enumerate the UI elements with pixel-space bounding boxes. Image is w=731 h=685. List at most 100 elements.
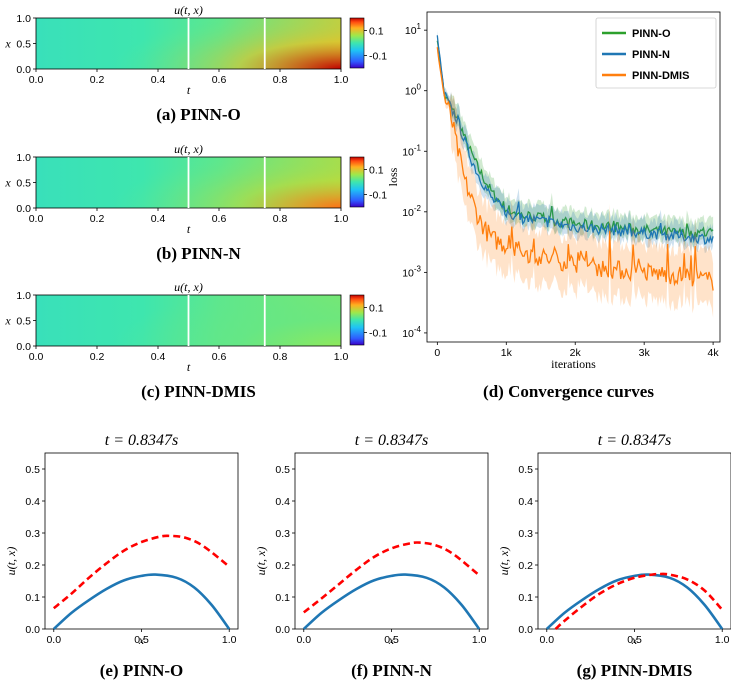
x-tick-label: 0.2 [90,213,105,225]
heatmap-panel-c: 0.0 0.2 0.4 0.6 0.8 1.0 0.0 0.5 1.0 u(t, x) t x 0.1 -… [4,280,387,401]
x-tick-label: 0.6 [212,351,227,363]
x-tick-label: 0.0 [296,634,311,646]
y-tick-label: 0.3 [518,528,533,540]
y-tick-label: 0.5 [275,464,290,476]
y-tick-label: 0.3 [275,528,290,540]
panel-caption: (e) PINN-O [100,661,184,680]
x-tick-label: 1.0 [334,213,349,225]
x-tick-label: 0.0 [46,634,61,646]
y-tick-label: 1.0 [16,152,31,164]
x-tick-label: 0.4 [151,213,166,225]
x-tick-label: 0.0 [29,351,44,363]
y-tick-label: 10-1 [402,143,421,158]
y-tick-label: 101 [405,22,422,37]
x-tick-label: 0.8 [273,351,288,363]
series-line-PINN-DMIS [436,47,714,291]
y-tick-label: 10-3 [402,264,421,279]
colorbar-tick-label: -0.1 [369,190,387,202]
x-tick-label: 0.4 [151,74,166,86]
y-tick-label: 0.2 [275,560,290,572]
y-tick-label: 0.0 [16,341,31,353]
heatmap-title: u(t, x) [174,142,203,156]
x-tick-label: 1k [501,347,513,359]
heatmap-title: u(t, x) [174,280,203,294]
x-tick-label: 3k [639,347,651,359]
series-prediction [52,534,231,610]
panel-title: t = 0.8347s [598,432,671,449]
y-tick-label: 0.1 [25,592,40,604]
series-exact [545,573,724,630]
series-line-PINN-O [436,40,714,240]
x-tick-label: 0.8 [273,213,288,225]
x-tick-label: 0.6 [212,74,227,86]
y-tick-label: 0.2 [25,560,40,572]
panel-caption: (c) PINN-DMIS [141,382,256,401]
series-prediction [302,541,481,614]
y-axis-label: x [4,37,11,51]
colorbar-tick-label: 0.1 [369,303,384,315]
panel-caption: (b) PINN-N [156,244,241,263]
y-tick-label: 0.0 [275,624,290,636]
y-axis-label: u(t, x) [497,547,511,576]
heatmap-panel-a: 0.0 0.2 0.4 0.6 0.8 1.0 0.0 0.5 1.0 u(t, x) t x 0.1 -… [4,3,387,124]
colorbar [349,156,365,208]
colorbar-tick-label: -0.1 [369,328,387,340]
legend-label: PINN-O [632,28,671,40]
y-tick-label: 10-4 [402,325,421,340]
y-tick-label: 1.0 [16,290,31,302]
y-axis-label: u(t, x) [4,547,18,576]
x-tick-label: 0.2 [90,74,105,86]
y-tick-label: 0.0 [25,624,40,636]
x-tick-label: 0.6 [212,213,227,225]
panel-title: t = 0.8347s [355,432,428,449]
x-axis-label: x [631,633,638,647]
x-tick-label: 0.5 [384,634,399,646]
panel-caption: (a) PINN-O [156,105,241,124]
y-axis-label: x [4,176,11,190]
colorbar-tick-label: -0.1 [369,51,387,63]
panel-caption: (f) PINN-N [351,661,432,680]
x-tick-label: 1.0 [222,634,237,646]
x-axis-label: t [187,83,191,97]
colorbar-tick-label: 0.1 [369,26,384,38]
series-exact [302,573,481,630]
x-tick-label: 1.0 [715,634,730,646]
series-exact [52,573,231,630]
y-tick-label: 0.5 [25,464,40,476]
x-tick-label: 2k [570,347,582,359]
panel-caption: (g) PINN-DMIS [577,661,693,680]
y-tick-label: 0.5 [16,178,31,190]
line-panel-f: 0.0 0.5 1.0 0.0 0.1 0.2 0.3 0.4 0.5 t = 0.8347s x u… [254,432,489,680]
x-tick-label: 0.2 [90,351,105,363]
x-tick-label: 0.0 [29,74,44,86]
x-tick-label: 1.0 [334,351,349,363]
y-axis-label: loss [386,167,400,186]
convergence-panel: 0 1k 2k 3k 4k 101 100 10-1 10-2 10-3 10-4 iteration… [386,11,721,401]
x-axis-label: x [138,633,145,647]
line-panel-e: 0.0 0.5 1.0 0.0 0.1 0.2 0.3 0.4 0.5 t = 0.8347s x u… [4,432,239,680]
x-tick-label: 1.0 [472,634,487,646]
y-tick-label: 0.0 [518,624,533,636]
y-tick-label: 100 [405,83,422,98]
colorbar-tick-label: 0.1 [369,165,384,177]
y-axis-label: x [4,314,11,328]
y-tick-label: 0.5 [16,316,31,328]
x-axis-label: t [187,222,191,236]
colorbar [349,294,365,346]
y-tick-label: 0.3 [25,528,40,540]
x-tick-label: 0.8 [273,74,288,86]
panel-title: t = 0.8347s [105,432,178,449]
y-tick-label: 0.0 [16,203,31,215]
panel-caption: (d) Convergence curves [483,382,654,401]
legend-box [595,17,717,89]
x-tick-label: 0.0 [539,634,554,646]
y-tick-label: 0.0 [16,64,31,76]
colorbar [349,17,365,69]
y-tick-label: 0.4 [518,496,533,508]
x-tick-label: 0.4 [151,351,166,363]
x-tick-label: 0.5 [134,634,149,646]
x-tick-label: 4k [708,347,720,359]
y-tick-label: 0.1 [518,592,533,604]
x-tick-label: 0 [434,347,440,359]
